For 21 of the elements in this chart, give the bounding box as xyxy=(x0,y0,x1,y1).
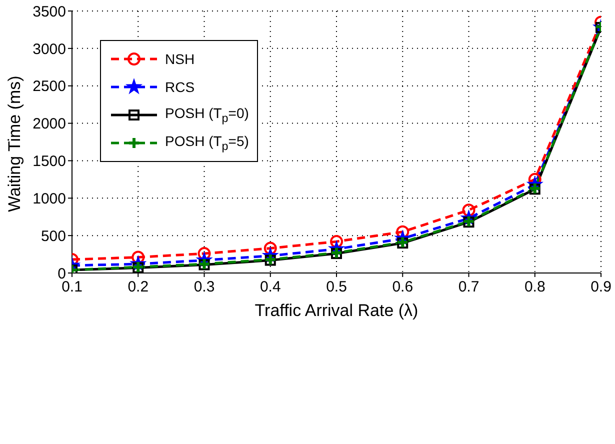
y-axis-title: Waiting Time (ms) xyxy=(5,76,24,212)
x-tick-label: 0.4 xyxy=(260,278,281,296)
y-tick-label: 1000 xyxy=(32,190,66,208)
y-tick-label: 2500 xyxy=(32,78,66,96)
x-tick-label: 0.7 xyxy=(458,278,480,296)
legend-label: POSH (T$_{p}$=0) xyxy=(165,105,249,125)
y-tick-label: 2000 xyxy=(32,116,66,133)
y-tick-label: 3000 xyxy=(32,40,66,58)
x-tick-label: 0.3 xyxy=(194,278,215,296)
y-tick-label: 1500 xyxy=(32,153,66,170)
x-tick-label: 0.6 xyxy=(392,278,414,296)
y-tick-label: 3500 xyxy=(32,3,66,20)
x-tick-label: 0.5 xyxy=(326,278,347,296)
x-axis-title: Traffic Arrival Rate (λ) xyxy=(254,301,418,320)
x-tick-label: 0.9 xyxy=(590,278,612,296)
x-tick-label: 0.8 xyxy=(524,278,546,296)
x-tick-label: 0.2 xyxy=(128,278,149,296)
y-tick-label: 500 xyxy=(40,228,66,245)
legend-label: RCS xyxy=(165,79,195,95)
legend-label: POSH (T$_{p}$=5) xyxy=(165,133,249,153)
legend-label: NSH xyxy=(165,51,195,67)
